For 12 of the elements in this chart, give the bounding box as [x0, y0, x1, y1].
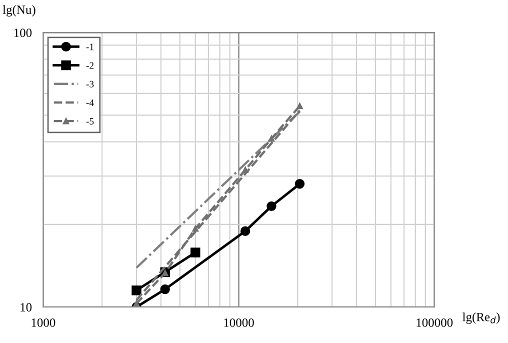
x-tick-label: 100000 [416, 318, 453, 327]
x-axis-title: lg(Re$_{d}$) [462, 312, 500, 324]
legend-label: -3 [86, 80, 94, 88]
y-tick-label: 100 [14, 28, 32, 38]
y-tick-label: 10 [20, 303, 32, 312]
legend-label: -5 [86, 118, 94, 125]
x-tick-label: 10000 [224, 318, 254, 327]
legend-label: -1 [86, 44, 94, 50]
x-tick-label: 1000 [32, 318, 56, 327]
legend-label: -4 [86, 99, 94, 106]
y-axis-title: lg(Nu) [2, 5, 36, 17]
legend-label: -2 [86, 62, 94, 69]
